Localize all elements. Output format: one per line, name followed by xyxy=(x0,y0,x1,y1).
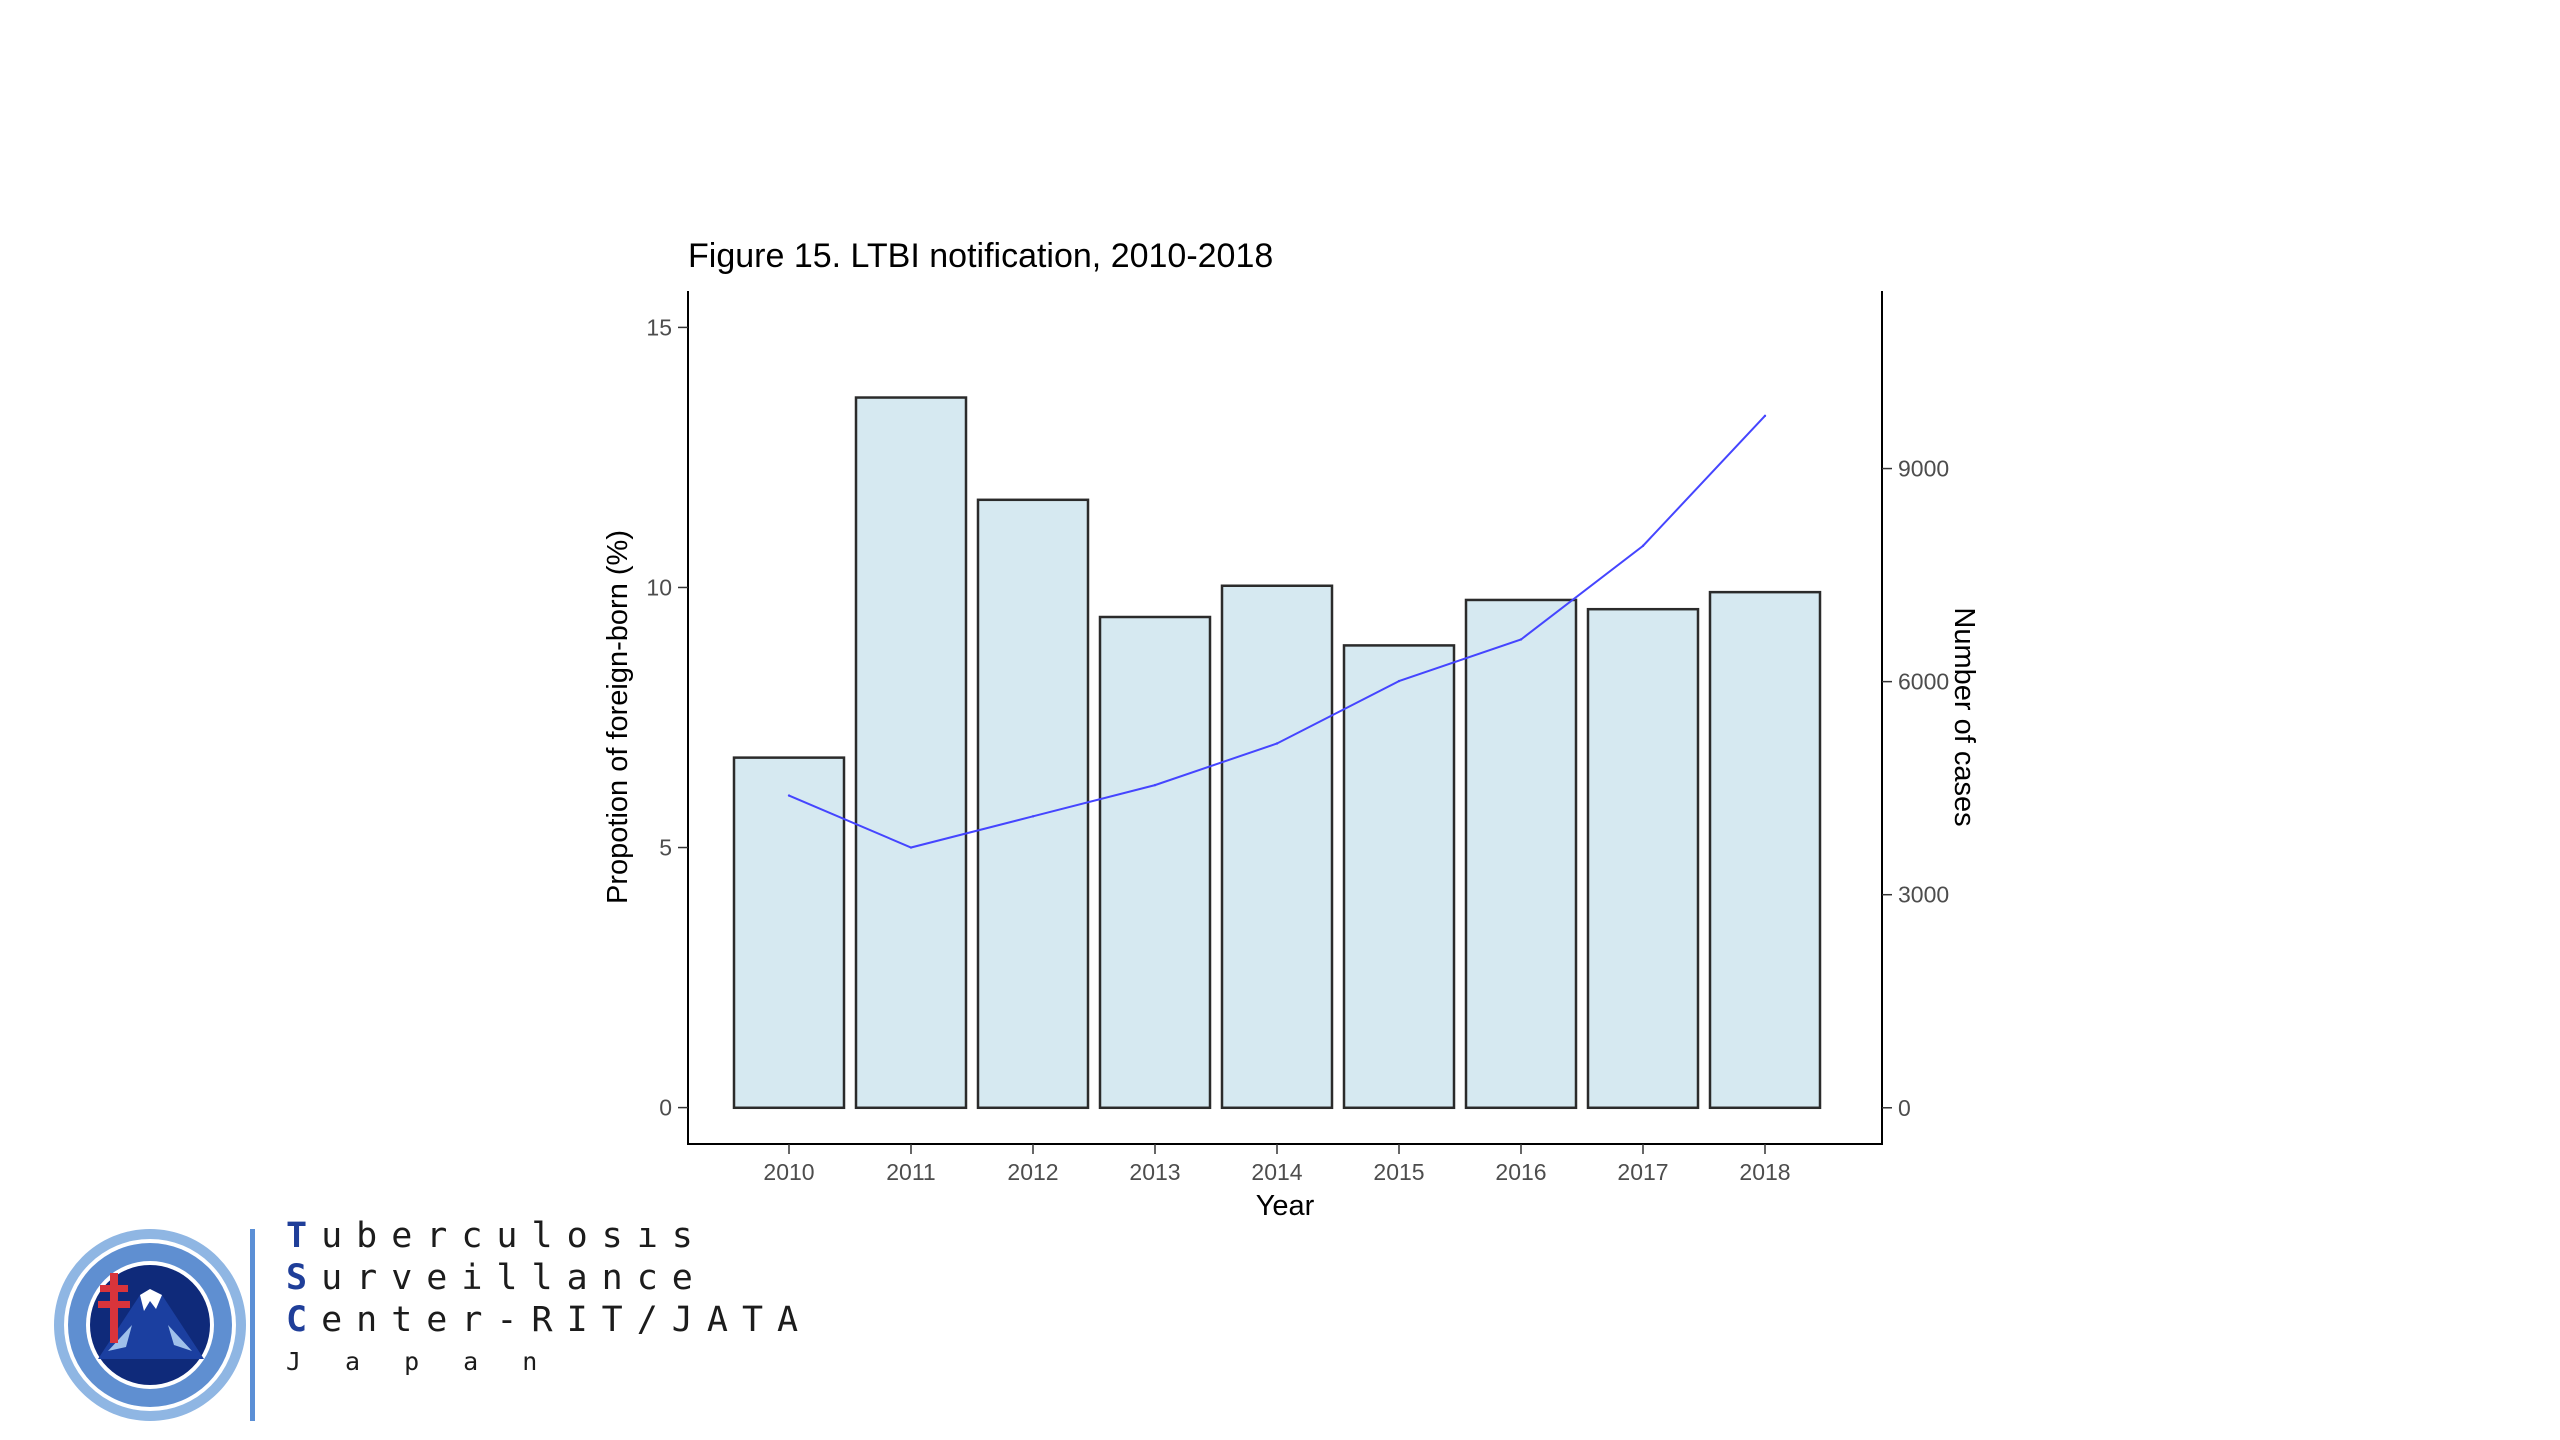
x-axis-label: Year xyxy=(1256,1190,1315,1222)
line-point-2012 xyxy=(1031,815,1035,818)
line-point-2010 xyxy=(787,794,791,797)
line-point-2014 xyxy=(1275,742,1279,745)
line-point-2013 xyxy=(1153,783,1157,787)
bar-2014 xyxy=(1220,584,1334,1110)
y2-tick-label-6000: 6000 xyxy=(1898,669,1949,695)
logo-divider xyxy=(250,1229,255,1421)
line-point-2011 xyxy=(909,846,913,849)
y-tick-label-0: 0 xyxy=(659,1095,672,1121)
bar-2017 xyxy=(1586,607,1700,1110)
line-point-2015 xyxy=(1397,679,1401,683)
y-tick-label-15: 15 xyxy=(646,314,672,340)
logo-line-2: Surveillance xyxy=(286,1258,707,1298)
x-tick-label-2010: 2010 xyxy=(763,1159,814,1185)
line-point-2016 xyxy=(1519,638,1523,641)
x-tick-label-2011: 2011 xyxy=(886,1159,935,1185)
bar-2013 xyxy=(1098,615,1212,1110)
logo-line-1: Tuberculosıs xyxy=(286,1216,707,1256)
y-tick-label-10: 10 xyxy=(646,574,672,600)
right-axis-ticks: 0 3000 6000 9000 xyxy=(1882,456,1949,1121)
x-tick-label-2018: 2018 xyxy=(1739,1159,1790,1185)
x-tick-label-2013: 2013 xyxy=(1129,1159,1180,1185)
y2-tick-label-9000: 9000 xyxy=(1898,456,1949,482)
y-axis-label: Propotion of foreign-born (%) xyxy=(602,530,634,904)
x-tick-label-2015: 2015 xyxy=(1373,1159,1424,1185)
x-tick-label-2016: 2016 xyxy=(1495,1159,1546,1185)
logo-text: Tuberculosıs Surveillance Center-RIT/JAT… xyxy=(286,1215,812,1376)
bar-2015 xyxy=(1342,644,1456,1110)
y2-tick-label-3000: 3000 xyxy=(1898,882,1949,908)
bar-2016 xyxy=(1464,598,1578,1110)
line-series xyxy=(787,414,1767,849)
bar-2010 xyxy=(732,756,846,1110)
chart-title: Figure 15. LTBI notification, 2010-2018 xyxy=(688,237,1273,275)
logo-line-3: Center-RIT/JATA xyxy=(286,1300,813,1340)
line-point-2018 xyxy=(1763,414,1767,418)
tsc-seal-icon xyxy=(54,1229,246,1421)
bar-2012 xyxy=(976,498,1090,1110)
x-tick-label-2014: 2014 xyxy=(1251,1159,1302,1185)
bars xyxy=(732,396,1822,1110)
left-axis-ticks: 0 5 10 15 xyxy=(646,314,688,1121)
bar-2018 xyxy=(1708,590,1822,1110)
x-axis-ticks: 2010 2011 2012 2013 2014 2015 2016 2017 2018 xyxy=(763,1144,1791,1185)
y2-tick-label-0: 0 xyxy=(1898,1095,1911,1121)
x-tick-label-2017: 2017 xyxy=(1617,1159,1668,1185)
line-point-2017 xyxy=(1641,544,1645,548)
bar-2011 xyxy=(854,396,968,1110)
y-tick-label-5: 5 xyxy=(659,835,672,861)
x-tick-label-2012: 2012 xyxy=(1007,1159,1058,1185)
tsc-logo: Tuberculosıs Surveillance Center-RIT/JAT… xyxy=(50,1215,798,1425)
logo-subtitle: Japan xyxy=(286,1347,582,1376)
y2-axis-label: Number of cases xyxy=(1948,607,1980,826)
